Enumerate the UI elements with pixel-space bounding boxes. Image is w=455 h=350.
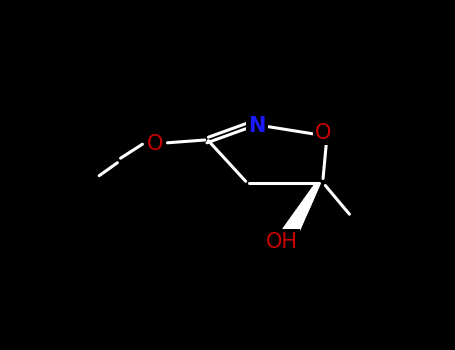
Polygon shape — [288, 220, 302, 227]
Text: N: N — [248, 116, 266, 136]
Polygon shape — [306, 195, 314, 199]
Polygon shape — [298, 206, 309, 212]
Polygon shape — [293, 213, 305, 219]
Polygon shape — [289, 218, 303, 224]
Text: O: O — [147, 133, 163, 154]
Text: OH: OH — [266, 231, 298, 252]
Polygon shape — [311, 188, 318, 192]
Polygon shape — [291, 216, 304, 222]
Polygon shape — [309, 190, 316, 195]
Polygon shape — [299, 204, 310, 210]
Polygon shape — [296, 209, 308, 215]
Polygon shape — [314, 183, 320, 187]
Polygon shape — [294, 211, 307, 217]
Polygon shape — [286, 222, 301, 229]
Polygon shape — [284, 225, 300, 232]
Polygon shape — [312, 186, 318, 190]
Polygon shape — [303, 199, 312, 205]
Polygon shape — [304, 197, 313, 202]
Polygon shape — [301, 202, 311, 207]
Text: O: O — [315, 123, 331, 143]
Polygon shape — [307, 193, 315, 197]
Polygon shape — [283, 227, 299, 234]
